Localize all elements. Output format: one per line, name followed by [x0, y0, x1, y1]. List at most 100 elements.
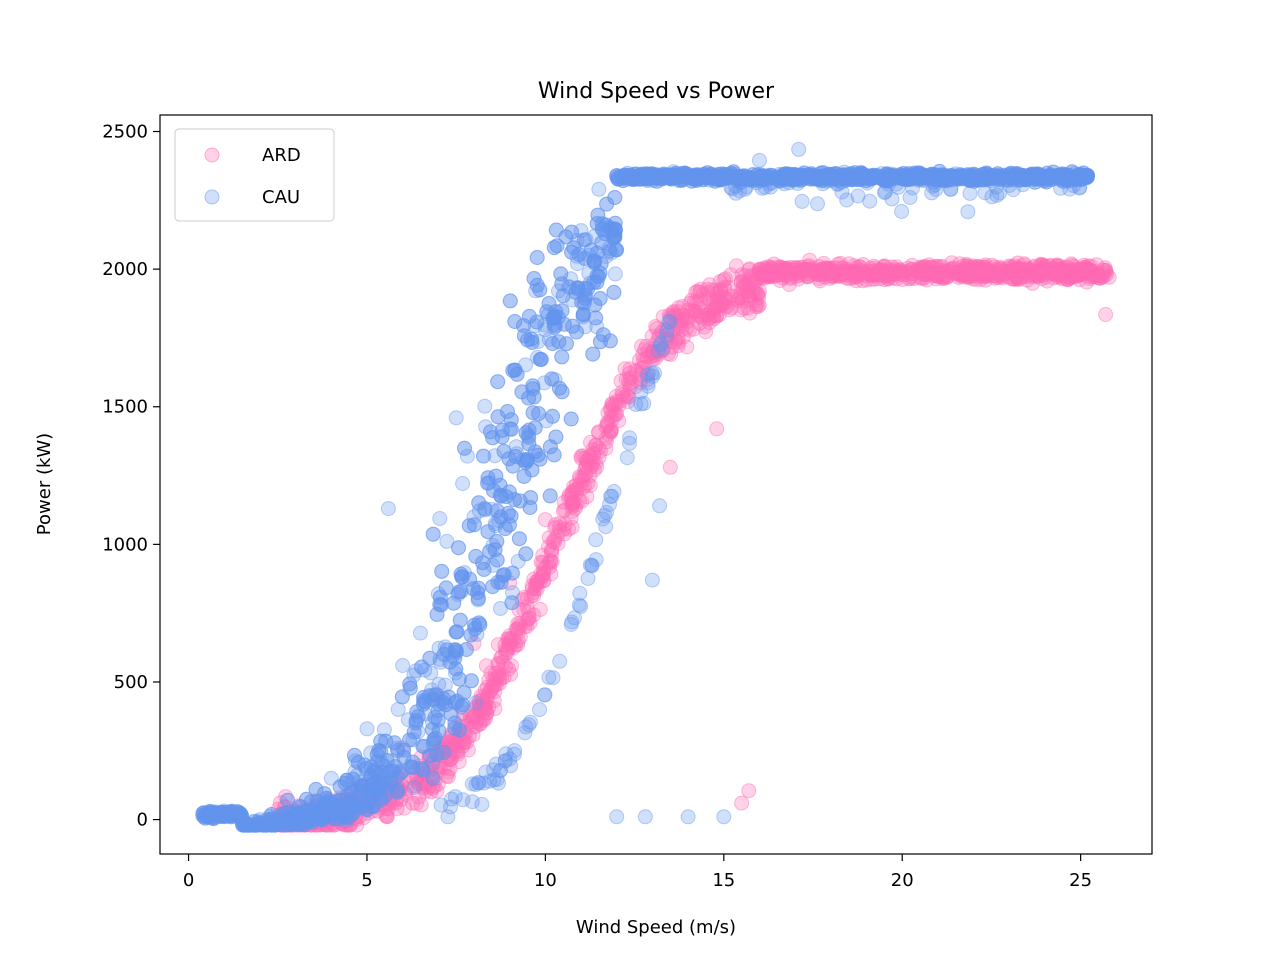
legend: ARD CAU: [174, 128, 335, 222]
ard-point: [465, 727, 481, 743]
ard-point: [1066, 259, 1082, 275]
cau-point: [390, 782, 406, 798]
ard-point: [1076, 257, 1092, 273]
ard-point: [662, 323, 678, 339]
ard-point: [501, 628, 517, 644]
ard-point: [754, 268, 770, 284]
ard-point: [509, 621, 525, 637]
ard-point: [519, 599, 535, 615]
cau-point: [488, 468, 504, 484]
ard-point: [664, 339, 680, 355]
cau-point: [502, 751, 518, 767]
ard-point: [698, 324, 714, 340]
ard-point: [473, 699, 488, 715]
ard-point: [936, 270, 952, 286]
cau-point: [607, 266, 623, 282]
ard-point: [903, 269, 919, 284]
cau-point: [405, 760, 421, 775]
ard-point: [1045, 261, 1061, 277]
ard-point: [935, 271, 951, 287]
ard-point: [478, 705, 494, 721]
ard-point: [498, 658, 513, 674]
ard-point: [763, 261, 779, 277]
ard-point: [453, 727, 469, 743]
ard-point: [615, 387, 631, 403]
ard-point: [1079, 274, 1095, 290]
ard-point: [841, 264, 857, 280]
ard-point: [1049, 257, 1065, 273]
ard-point: [579, 453, 595, 469]
ard-point: [552, 523, 568, 539]
ard-point: [913, 262, 929, 278]
ard-point: [709, 292, 725, 308]
ard-point: [297, 817, 313, 833]
ard-point: [714, 295, 730, 311]
ard-point: [978, 272, 994, 288]
ard-point: [964, 263, 980, 279]
ard-point: [382, 791, 398, 807]
cau-point: [345, 805, 361, 821]
ard-point: [360, 798, 376, 814]
ard-point: [862, 267, 878, 283]
ard-point: [684, 303, 700, 318]
cau-point: [640, 378, 656, 394]
cau-point: [577, 251, 593, 266]
ard-point: [795, 262, 811, 277]
ard-point: [424, 769, 440, 785]
ard-point: [1059, 271, 1075, 287]
ard-point: [341, 808, 357, 824]
cau-point: [592, 334, 608, 350]
ard-point: [1062, 269, 1078, 285]
ard-point: [441, 748, 457, 764]
ard-point: [544, 542, 560, 558]
ard-point: [835, 260, 851, 276]
ard-point: [777, 268, 793, 284]
cau-point: [288, 803, 304, 819]
ard-point: [371, 793, 387, 809]
ard-point: [678, 311, 694, 327]
ard-point: [933, 267, 949, 283]
ard-point: [503, 630, 519, 646]
ard-point: [916, 265, 932, 281]
ard-point: [832, 264, 848, 280]
ard-point: [1091, 267, 1107, 283]
ard-point: [909, 264, 925, 279]
ard-point: [477, 701, 493, 717]
ard-point: [319, 812, 335, 828]
cau-point: [511, 531, 527, 547]
ard-point: [334, 801, 350, 817]
ard-point: [939, 270, 954, 286]
ard-point: [702, 315, 717, 330]
ard-point: [435, 738, 451, 753]
ard-point: [386, 779, 401, 795]
ard-point: [674, 321, 690, 337]
cau-point: [791, 141, 807, 157]
ard-point: [1078, 259, 1093, 275]
ard-point: [851, 259, 867, 275]
cau-point: [532, 702, 547, 718]
ard-point: [733, 274, 749, 290]
cau-point: [395, 658, 411, 673]
ard-point: [671, 319, 687, 335]
ard-point: [344, 796, 360, 812]
ard-point: [992, 259, 1008, 275]
cau-point: [988, 179, 1004, 195]
ard-point: [341, 808, 357, 824]
ard-point: [953, 267, 969, 283]
cau-point: [519, 453, 535, 469]
ard-point: [600, 416, 616, 432]
ard-point: [1032, 263, 1048, 279]
ard-point: [891, 262, 907, 278]
ard-point: [761, 268, 776, 284]
ard-point: [1046, 270, 1061, 286]
ard-point: [779, 262, 795, 278]
ard-point: [965, 264, 981, 280]
ard-point: [473, 688, 489, 704]
ard-point: [412, 758, 428, 774]
ard-point: [469, 700, 485, 715]
ard-point: [326, 817, 342, 833]
cau-point: [545, 336, 561, 352]
ard-point: [489, 676, 505, 692]
ard-point: [389, 778, 405, 794]
